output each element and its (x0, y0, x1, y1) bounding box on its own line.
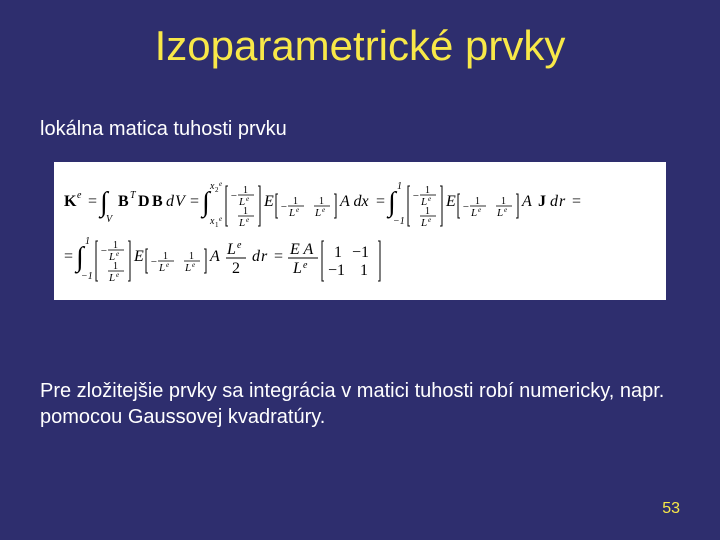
svg-text:2: 2 (232, 260, 240, 277)
svg-text:L: L (292, 260, 302, 277)
svg-text:L: L (288, 207, 295, 219)
svg-text:d: d (550, 193, 559, 210)
svg-text:1: 1 (85, 236, 90, 247)
svg-text:d: d (252, 248, 261, 265)
svg-text:L: L (108, 272, 115, 284)
svg-text:V: V (106, 214, 114, 225)
footer-text: Pre zložitejšie prvky sa integrácia v ma… (40, 378, 680, 430)
svg-text:A dx: A dx (339, 193, 369, 210)
svg-text:B: B (152, 193, 163, 210)
equation-box: .s { font: italic 16px 'Times New Roman'… (54, 162, 666, 300)
svg-text:e: e (166, 261, 169, 269)
svg-text:B: B (118, 193, 129, 210)
svg-text:r: r (559, 193, 566, 210)
svg-text:1: 1 (397, 181, 402, 192)
svg-text:e: e (303, 260, 308, 271)
svg-text:−: − (412, 190, 419, 202)
svg-text:−: − (280, 201, 287, 213)
svg-text:e: e (478, 206, 481, 214)
svg-text:e: e (322, 206, 325, 214)
svg-text:e: e (219, 180, 222, 188)
svg-text:L: L (314, 207, 321, 219)
equation-svg: .s { font: italic 16px 'Times New Roman'… (64, 176, 656, 286)
svg-text:A: A (209, 248, 220, 265)
svg-text:e: e (77, 190, 82, 201)
svg-text:L: L (238, 217, 245, 229)
svg-text:L: L (496, 207, 503, 219)
svg-text:e: e (296, 206, 299, 214)
svg-text:L: L (184, 262, 191, 274)
slide-subtitle: lokálna matica tuhosti prvku (40, 118, 287, 141)
svg-text:e: e (504, 206, 507, 214)
svg-text:−1: −1 (81, 271, 93, 282)
svg-text:e: e (116, 271, 119, 279)
svg-text:−: − (150, 256, 157, 268)
svg-text:r: r (261, 248, 268, 265)
svg-text:=: = (190, 193, 199, 210)
svg-text:d: d (166, 193, 175, 210)
svg-text:−1: −1 (328, 262, 345, 279)
svg-text:e: e (428, 216, 431, 224)
svg-text:e: e (237, 240, 242, 251)
svg-text:K: K (64, 193, 77, 210)
svg-text:=: = (274, 248, 283, 265)
svg-text:L: L (226, 241, 236, 258)
svg-text:D: D (138, 193, 150, 210)
svg-text:−: − (230, 190, 237, 202)
svg-text:e: e (428, 195, 431, 203)
svg-text:E: E (445, 193, 456, 210)
svg-text:e: e (192, 261, 195, 269)
svg-text:=: = (64, 248, 73, 265)
svg-text:−1: −1 (352, 244, 369, 261)
svg-text:e: e (116, 250, 119, 258)
svg-text:1: 1 (360, 262, 368, 279)
svg-text:E: E (133, 248, 144, 265)
svg-text:=: = (376, 193, 385, 210)
page-number: 53 (662, 500, 680, 518)
svg-text:L: L (470, 207, 477, 219)
svg-text:L: L (158, 262, 165, 274)
svg-text:=: = (88, 193, 97, 210)
svg-text:−: − (100, 245, 107, 257)
svg-text:E: E (263, 193, 274, 210)
svg-text:V: V (175, 193, 187, 210)
svg-text:e: e (246, 195, 249, 203)
svg-text:=: = (572, 193, 581, 210)
svg-text:−: − (462, 201, 469, 213)
svg-text:T: T (130, 190, 137, 201)
slide-title: Izoparametrické prvky (0, 22, 720, 70)
svg-text:L: L (420, 217, 427, 229)
svg-text:A: A (521, 193, 532, 210)
svg-text:E A: E A (289, 241, 313, 258)
svg-text:e: e (219, 215, 222, 223)
svg-text:1: 1 (334, 244, 342, 261)
svg-text:e: e (246, 216, 249, 224)
svg-text:−1: −1 (393, 216, 405, 227)
svg-text:J: J (538, 193, 546, 210)
